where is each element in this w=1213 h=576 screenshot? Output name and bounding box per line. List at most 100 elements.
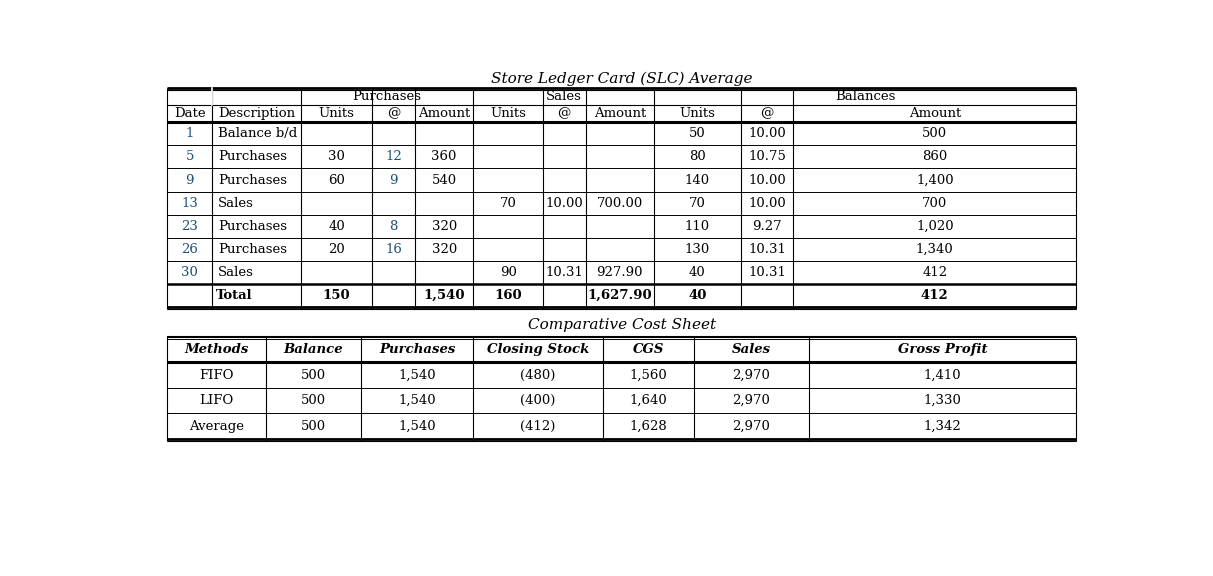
Text: 10.00: 10.00 [546,196,583,210]
Text: 2,970: 2,970 [733,394,770,407]
Text: 140: 140 [684,173,710,187]
Text: Sales: Sales [731,343,771,357]
Text: Amount: Amount [909,107,961,120]
Text: 10.75: 10.75 [748,150,786,164]
Text: 10.31: 10.31 [748,266,786,279]
Text: Units: Units [490,107,526,120]
Text: @: @ [558,107,571,120]
Text: Purchases: Purchases [378,343,455,357]
Text: 1,540: 1,540 [423,289,465,302]
Text: Balance b/d: Balance b/d [218,127,297,141]
Text: 80: 80 [689,150,706,164]
Text: 20: 20 [328,243,344,256]
Text: 500: 500 [922,127,947,141]
Text: 5: 5 [186,150,194,164]
Text: 110: 110 [684,219,710,233]
Text: 160: 160 [495,289,522,302]
Text: @: @ [761,107,774,120]
Text: Amount: Amount [418,107,471,120]
Text: 1,627.90: 1,627.90 [587,289,653,302]
Text: 9: 9 [186,173,194,187]
Text: 500: 500 [301,369,326,382]
Text: 60: 60 [328,173,344,187]
Text: LIFO: LIFO [200,394,234,407]
Text: 30: 30 [181,266,198,279]
Text: 360: 360 [432,150,457,164]
Text: 10.00: 10.00 [748,173,786,187]
Text: 10.00: 10.00 [748,127,786,141]
Text: Average: Average [189,419,244,433]
Text: 10.31: 10.31 [748,243,786,256]
Text: Units: Units [679,107,716,120]
Text: 1,340: 1,340 [916,243,953,256]
Text: Comparative Cost Sheet: Comparative Cost Sheet [528,318,716,332]
Text: 500: 500 [301,419,326,433]
Text: 320: 320 [432,219,457,233]
Text: (400): (400) [520,394,556,407]
Text: Description: Description [218,107,295,120]
Text: Total: Total [216,289,252,302]
Text: Store Ledger Card (SLC) Average: Store Ledger Card (SLC) Average [491,71,752,86]
Text: 26: 26 [181,243,198,256]
Text: 130: 130 [684,243,710,256]
Text: Gross Profit: Gross Profit [898,343,987,357]
Text: 927.90: 927.90 [597,266,643,279]
Text: 1,560: 1,560 [630,369,667,382]
Text: Sales: Sales [218,266,255,279]
Text: 16: 16 [385,243,402,256]
Text: Sales: Sales [218,196,255,210]
Text: CGS: CGS [633,343,665,357]
Text: 13: 13 [181,196,198,210]
Text: @: @ [387,107,400,120]
Text: 2,970: 2,970 [733,369,770,382]
Text: 50: 50 [689,127,706,141]
Text: 40: 40 [688,289,706,302]
Text: Amount: Amount [593,107,645,120]
Text: 23: 23 [181,219,198,233]
Text: Purchases: Purchases [353,90,422,103]
Text: Date: Date [173,107,205,120]
Text: 1,410: 1,410 [924,369,962,382]
Text: Purchases: Purchases [218,219,287,233]
Text: 412: 412 [921,289,949,302]
Text: 1: 1 [186,127,194,141]
Text: 500: 500 [301,394,326,407]
Text: 1,330: 1,330 [923,394,962,407]
Text: 70: 70 [500,196,517,210]
Text: Sales: Sales [546,90,581,103]
Text: 1,020: 1,020 [916,219,953,233]
Text: 10.00: 10.00 [748,196,786,210]
Text: 540: 540 [432,173,457,187]
Text: 1,540: 1,540 [398,394,435,407]
Text: 40: 40 [689,266,706,279]
Text: 1,540: 1,540 [398,419,435,433]
Text: 30: 30 [328,150,344,164]
Text: 1,540: 1,540 [398,369,435,382]
Text: 12: 12 [385,150,402,164]
Text: 860: 860 [922,150,947,164]
Text: 8: 8 [389,219,398,233]
Text: 1,640: 1,640 [630,394,667,407]
Text: Units: Units [319,107,354,120]
Text: (480): (480) [520,369,556,382]
Text: 320: 320 [432,243,457,256]
Text: 700.00: 700.00 [597,196,643,210]
Text: 150: 150 [323,289,351,302]
Text: 412: 412 [922,266,947,279]
Text: Balance: Balance [284,343,343,357]
Text: (412): (412) [520,419,556,433]
Text: Closing Stock: Closing Stock [486,343,590,357]
Text: Purchases: Purchases [218,150,287,164]
Text: Purchases: Purchases [218,243,287,256]
Text: Methods: Methods [184,343,249,357]
Text: 1,400: 1,400 [916,173,953,187]
Text: FIFO: FIFO [199,369,234,382]
Text: 40: 40 [328,219,344,233]
Text: 700: 700 [922,196,947,210]
Text: 2,970: 2,970 [733,419,770,433]
Text: Purchases: Purchases [218,173,287,187]
Text: 10.31: 10.31 [546,266,583,279]
Text: 1,628: 1,628 [630,419,667,433]
Text: 1,342: 1,342 [923,419,962,433]
Text: 9: 9 [389,173,398,187]
